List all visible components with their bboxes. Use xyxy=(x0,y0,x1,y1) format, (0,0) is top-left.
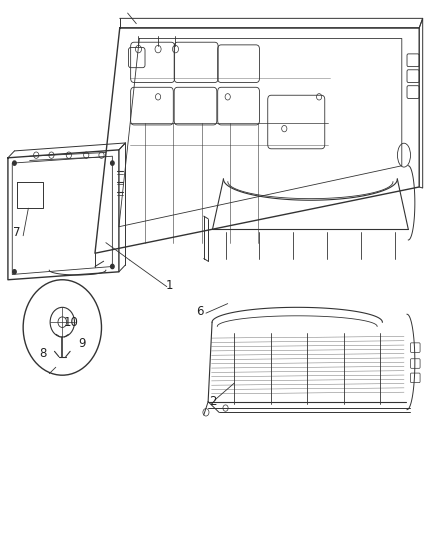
Text: 8: 8 xyxy=(39,348,46,360)
Circle shape xyxy=(13,270,16,274)
Circle shape xyxy=(111,161,114,165)
Circle shape xyxy=(111,264,114,269)
Text: 1: 1 xyxy=(165,279,173,292)
Text: 2: 2 xyxy=(209,395,216,408)
Text: 9: 9 xyxy=(78,337,86,350)
FancyBboxPatch shape xyxy=(410,373,420,383)
FancyBboxPatch shape xyxy=(410,343,420,352)
Text: 6: 6 xyxy=(196,305,203,318)
Text: 7: 7 xyxy=(13,225,21,239)
FancyBboxPatch shape xyxy=(410,359,420,368)
Text: 10: 10 xyxy=(64,316,78,329)
Circle shape xyxy=(13,161,16,165)
